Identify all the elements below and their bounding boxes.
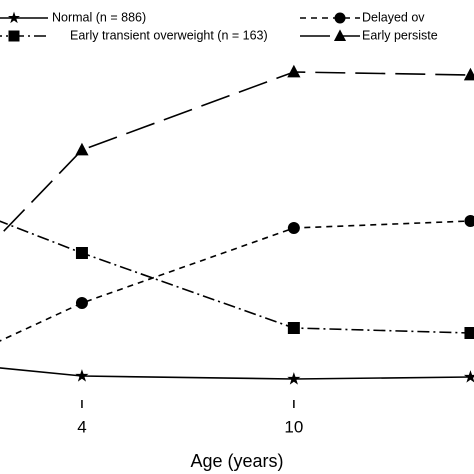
legend-label: Delayed ov	[362, 10, 425, 24]
series-line	[0, 71, 471, 237]
series-line	[0, 367, 471, 380]
series-line	[0, 220, 471, 334]
marker	[464, 327, 474, 339]
marker	[463, 370, 474, 383]
marker	[287, 372, 301, 385]
marker	[287, 322, 300, 334]
legend-label: Early transient overweight (n = 163)	[70, 28, 268, 42]
marker	[75, 247, 88, 259]
marker	[287, 64, 301, 78]
x-axis-label: Age (years)	[190, 451, 283, 471]
marker	[334, 12, 346, 24]
marker	[7, 11, 21, 24]
marker	[75, 369, 89, 382]
x-tick-label: 4	[77, 417, 86, 436]
marker	[464, 215, 474, 227]
legend-label: Normal (n = 886)	[52, 10, 146, 24]
marker	[8, 30, 20, 42]
marker	[287, 222, 300, 234]
marker	[463, 67, 474, 81]
marker	[333, 29, 347, 41]
legend-label: Early persiste	[362, 28, 438, 42]
marker	[75, 297, 88, 309]
series-line	[0, 220, 471, 342]
marker	[75, 142, 89, 156]
x-tick-label: 10	[284, 417, 303, 436]
